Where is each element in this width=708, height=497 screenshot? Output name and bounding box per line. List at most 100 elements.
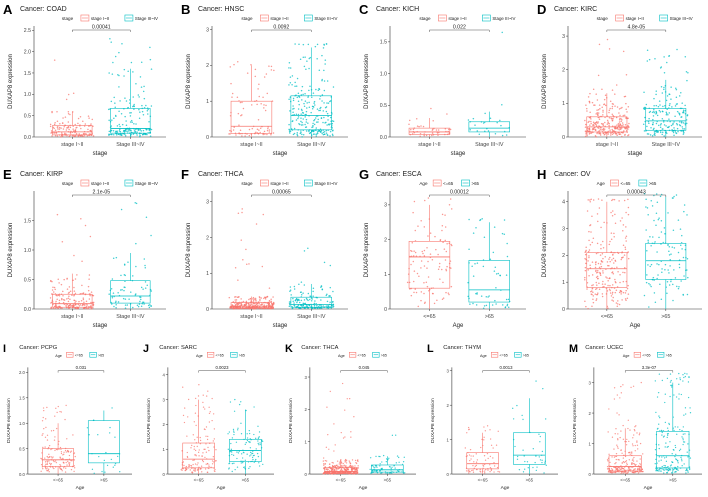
data-point xyxy=(313,119,315,122)
data-point xyxy=(516,404,518,407)
data-point xyxy=(335,467,338,469)
data-point xyxy=(268,306,270,308)
data-point xyxy=(67,125,70,128)
data-point xyxy=(655,466,658,468)
data-point xyxy=(617,128,619,130)
x-axis-label: stage xyxy=(273,323,288,329)
data-point xyxy=(356,471,359,474)
data-point xyxy=(82,292,85,294)
data-point xyxy=(59,463,61,466)
data-point xyxy=(74,123,76,126)
data-point xyxy=(54,129,57,131)
data-point xyxy=(678,266,681,269)
box-group2 xyxy=(642,48,689,137)
data-point xyxy=(663,435,665,437)
data-point xyxy=(616,286,619,288)
data-point xyxy=(618,414,620,416)
data-point xyxy=(324,63,326,65)
data-point xyxy=(264,298,267,300)
y-axis-label: DUXAP8 expression xyxy=(430,398,436,443)
data-point xyxy=(140,130,143,132)
data-point xyxy=(135,202,138,205)
data-point xyxy=(682,256,685,259)
data-point xyxy=(468,428,470,430)
data-point xyxy=(484,463,486,466)
data-point xyxy=(328,472,330,475)
data-point xyxy=(659,430,661,432)
data-point xyxy=(598,118,601,121)
data-point xyxy=(328,448,330,450)
data-point xyxy=(675,194,678,196)
data-point xyxy=(476,468,478,471)
data-point xyxy=(677,287,680,290)
data-point xyxy=(249,451,252,454)
data-point xyxy=(600,126,602,129)
data-point xyxy=(505,274,508,276)
x-tick-label: >65 xyxy=(669,477,677,482)
data-point xyxy=(687,470,689,472)
data-point xyxy=(329,471,331,474)
data-point xyxy=(595,299,597,301)
data-point xyxy=(241,453,243,455)
data-point xyxy=(125,130,127,132)
data-point xyxy=(369,468,371,471)
data-point xyxy=(288,123,290,126)
data-point xyxy=(622,291,625,294)
data-point xyxy=(441,268,443,271)
y-axis-label: DUXAP8 expression xyxy=(364,223,370,278)
data-point xyxy=(194,412,197,414)
data-point xyxy=(69,113,71,116)
x-tick-label: <=65 xyxy=(620,477,631,482)
data-point xyxy=(602,124,605,127)
data-point xyxy=(663,467,665,469)
data-point xyxy=(137,305,140,308)
data-point xyxy=(56,213,59,216)
legend-label-2: >65 xyxy=(649,181,657,186)
data-point xyxy=(69,303,72,305)
data-point xyxy=(187,416,189,418)
data-point xyxy=(54,415,56,417)
data-point xyxy=(124,115,126,118)
data-point xyxy=(77,135,80,138)
data-point xyxy=(656,467,659,469)
data-point xyxy=(615,281,617,284)
data-point xyxy=(271,302,273,305)
data-point xyxy=(609,461,611,464)
data-point xyxy=(54,288,56,291)
data-point xyxy=(213,446,215,448)
data-point xyxy=(109,108,111,110)
data-point xyxy=(592,295,595,297)
data-point xyxy=(584,300,586,302)
data-point xyxy=(262,301,265,304)
data-point xyxy=(90,306,92,308)
data-point xyxy=(617,466,620,469)
data-point xyxy=(65,467,67,469)
data-point xyxy=(143,106,146,109)
data-point xyxy=(245,303,248,306)
data-point xyxy=(597,109,600,111)
data-point xyxy=(663,88,665,91)
y-tick-label: 2.5 xyxy=(24,28,31,34)
data-point xyxy=(618,133,621,136)
data-point xyxy=(182,414,185,417)
data-point xyxy=(313,303,315,306)
data-point xyxy=(642,123,645,125)
data-point xyxy=(254,297,257,300)
data-point xyxy=(132,306,134,309)
data-point xyxy=(249,466,251,468)
data-point xyxy=(134,202,136,204)
data-point xyxy=(298,283,300,286)
data-point xyxy=(65,304,67,307)
data-point xyxy=(49,280,52,282)
data-point xyxy=(329,286,331,289)
data-point xyxy=(205,426,208,428)
data-point xyxy=(474,124,476,126)
data-point xyxy=(649,110,652,113)
data-point xyxy=(543,472,545,474)
data-point xyxy=(117,292,119,294)
data-point xyxy=(59,446,62,449)
data-point xyxy=(421,250,424,253)
data-point xyxy=(140,86,143,88)
data-point xyxy=(313,123,316,126)
